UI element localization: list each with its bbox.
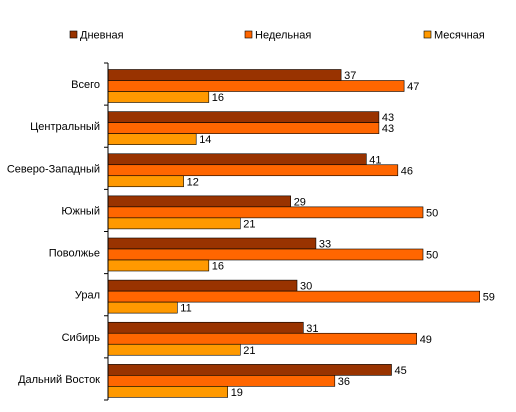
category-group: 45 36 19 <box>107 364 407 399</box>
bar <box>107 153 367 166</box>
bar <box>107 175 184 188</box>
category-label: Сибирь <box>62 332 101 344</box>
category-group: 41 46 12 <box>107 153 413 188</box>
bar <box>107 279 298 292</box>
legend: Дневная Недельная Месячная <box>69 30 485 42</box>
legend-label: Недельная <box>255 30 311 42</box>
data-label: 31 <box>306 323 318 335</box>
legend-label: Месячная <box>434 30 485 42</box>
bar <box>107 69 342 81</box>
legend-swatch <box>244 30 253 39</box>
bar <box>107 164 399 177</box>
data-label: 37 <box>344 70 356 82</box>
bar <box>107 386 228 398</box>
bar <box>107 122 380 134</box>
bar <box>107 217 241 230</box>
category-label: Северо-Западный <box>7 163 100 175</box>
data-label: 30 <box>300 281 312 293</box>
category-label: Дальний Восток <box>18 374 100 386</box>
legend-swatch <box>423 30 432 39</box>
bar <box>107 91 210 103</box>
data-label: 16 <box>212 92 224 104</box>
legend-label: Дневная <box>80 30 124 42</box>
data-label: 47 <box>407 81 419 93</box>
data-label: 46 <box>401 165 413 177</box>
bar <box>107 80 405 92</box>
category-group: 37 47 16 <box>107 69 419 104</box>
bar <box>107 206 424 219</box>
bar <box>107 133 197 145</box>
data-label: 33 <box>319 239 331 251</box>
legend-swatch <box>69 30 78 39</box>
data-label: 11 <box>180 303 191 315</box>
category-label: Всего <box>71 79 100 91</box>
data-label: 29 <box>294 196 306 208</box>
category-group: 31 49 21 <box>107 321 432 357</box>
category-label: Центральный <box>30 121 100 133</box>
data-label: 59 <box>483 292 495 304</box>
bar <box>107 237 317 250</box>
legend-item: Дневная <box>69 30 124 42</box>
data-label: 21 <box>243 345 255 357</box>
data-label: 19 <box>231 387 243 399</box>
data-label: 50 <box>426 207 438 219</box>
bar <box>107 259 210 272</box>
legend-item: Месячная <box>423 30 485 42</box>
data-label: 43 <box>382 112 394 124</box>
data-label: 50 <box>426 250 438 262</box>
legend-item: Недельная <box>244 30 311 42</box>
bar <box>107 111 380 123</box>
data-label: 45 <box>395 365 407 377</box>
bar <box>107 375 336 387</box>
category-group: 33 50 16 <box>107 237 438 273</box>
category-group: 29 50 21 <box>107 195 438 230</box>
bar <box>107 364 392 376</box>
bar <box>107 332 418 345</box>
data-label: 16 <box>212 261 224 273</box>
bar <box>107 248 424 261</box>
data-label: 21 <box>243 218 255 230</box>
category-label: Урал <box>75 290 100 302</box>
category-label: Южный <box>61 205 100 217</box>
category-group: 30 59 11 <box>107 279 495 315</box>
data-label: 36 <box>338 376 350 388</box>
bar <box>107 195 291 208</box>
data-label: 12 <box>187 176 199 188</box>
data-label: 41 <box>369 154 381 166</box>
bar <box>107 301 178 314</box>
data-label: 49 <box>420 334 432 346</box>
data-label: 43 <box>382 123 394 135</box>
bar <box>107 343 241 356</box>
category-label: Поволжье <box>49 248 100 260</box>
bar <box>107 321 304 334</box>
data-label: 14 <box>199 134 211 146</box>
bar <box>107 290 481 303</box>
